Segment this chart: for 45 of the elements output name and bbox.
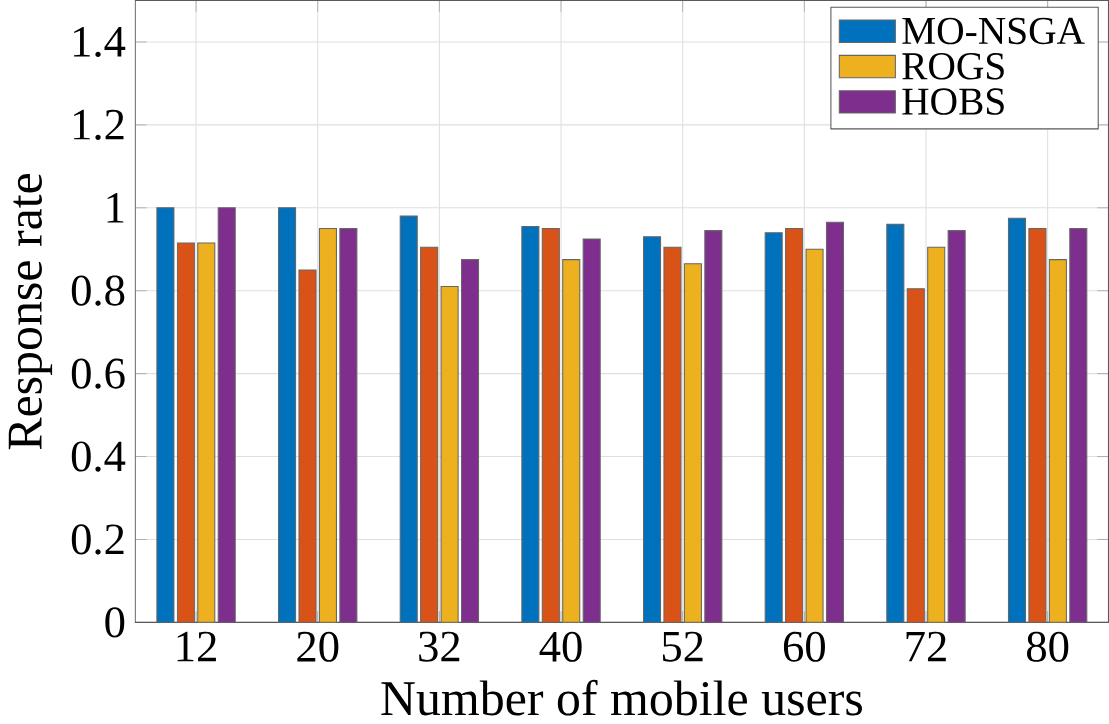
y-tick-label: 1 (107, 192, 124, 223)
bar (927, 246, 946, 623)
y-axis-title: Response rate (8, 173, 53, 450)
y-tick-label: 0.4 (71, 441, 126, 472)
bar (642, 236, 662, 623)
x-tick-label: 72 (906, 631, 946, 662)
bar (704, 229, 723, 623)
x-tick-label: 52 (662, 631, 703, 662)
bar (764, 232, 783, 623)
y-tick-label: 1.4 (74, 26, 126, 57)
x-tick-label: 12 (177, 631, 216, 662)
x-tick-label: 80 (1027, 631, 1069, 662)
bar (683, 263, 702, 623)
bar (825, 221, 845, 623)
bar (399, 215, 418, 623)
y-tick-label: 0.2 (71, 524, 124, 555)
x-tick-label: 40 (539, 631, 582, 662)
bar (1007, 217, 1027, 623)
bar (947, 229, 966, 623)
x-tick-label: 20 (297, 631, 339, 662)
y-tick-label: 0.8 (71, 275, 125, 306)
legend-label: MO-NSGA (902, 17, 1085, 45)
bar (318, 227, 337, 623)
bar (1069, 227, 1088, 623)
bar (460, 258, 480, 623)
bar (886, 223, 905, 623)
y-tick-label: 1.2 (74, 109, 124, 140)
x-axis-title: Number of mobile users (381, 679, 862, 716)
bar (176, 242, 195, 623)
y-tick-label: 0.6 (71, 358, 125, 389)
y-tick-label: 0 (105, 607, 125, 638)
bar (420, 246, 439, 623)
bar (217, 207, 236, 623)
bar (197, 242, 216, 623)
x-tick-label: 32 (419, 631, 460, 662)
bar (906, 288, 925, 623)
bar (1048, 258, 1067, 623)
legend-label: ROGS (902, 52, 1004, 80)
bar (785, 227, 804, 623)
legend-label: HOBS (902, 88, 1004, 115)
x-tick-label: 60 (783, 631, 825, 662)
bar (582, 238, 601, 623)
bar (562, 258, 581, 623)
bar (541, 227, 560, 623)
bar (278, 207, 297, 623)
